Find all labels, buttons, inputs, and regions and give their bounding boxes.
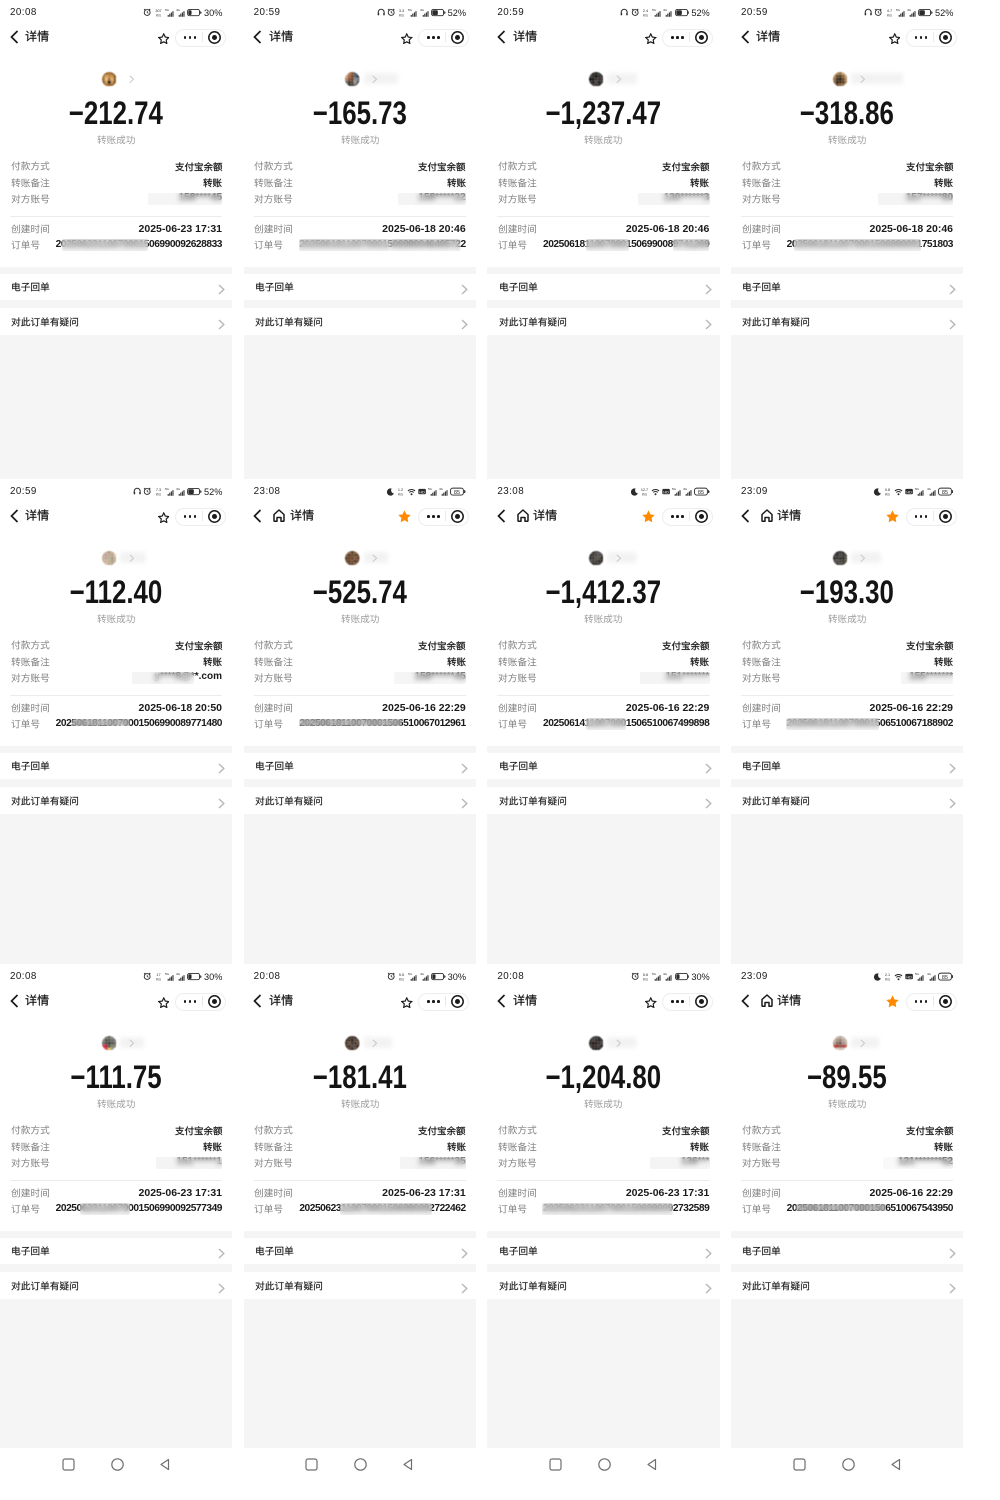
- svg-text:4G: 4G: [927, 972, 932, 976]
- svg-text:5G: 5G: [672, 487, 677, 491]
- svg-text:K/s: K/s: [400, 13, 405, 17]
- svg-text:4G: 4G: [683, 487, 688, 491]
- svg-text:4G: 4G: [176, 487, 181, 491]
- svg-text:5G: 5G: [915, 487, 920, 491]
- svg-text:K/s: K/s: [398, 492, 403, 496]
- svg-text:3.3: 3.3: [399, 9, 404, 13]
- svg-text:5G: 5G: [896, 8, 901, 12]
- svg-text:85: 85: [454, 490, 460, 496]
- svg-text:K/s: K/s: [885, 492, 890, 496]
- svg-text:5G: 5G: [408, 972, 413, 976]
- svg-text:K/s: K/s: [156, 492, 161, 496]
- svg-text:4G: 4G: [439, 487, 444, 491]
- svg-text:K/s: K/s: [156, 13, 161, 17]
- svg-text:85: 85: [942, 975, 948, 981]
- svg-text:K/s: K/s: [643, 13, 648, 17]
- svg-text:4G: 4G: [176, 972, 181, 976]
- svg-text:K/s: K/s: [643, 977, 648, 981]
- svg-text:7.3: 7.3: [156, 488, 161, 492]
- svg-text:5.6: 5.6: [643, 973, 648, 977]
- svg-text:2.4: 2.4: [643, 9, 648, 13]
- svg-text:K/s: K/s: [885, 977, 890, 981]
- svg-text:5G: 5G: [165, 487, 170, 491]
- svg-text:2.1: 2.1: [885, 973, 890, 977]
- svg-text:1.2: 1.2: [398, 488, 403, 492]
- svg-text:307: 307: [155, 9, 161, 13]
- svg-text:5G: 5G: [428, 487, 433, 491]
- svg-text:HD: HD: [663, 490, 669, 494]
- svg-text:5G: 5G: [408, 8, 413, 12]
- svg-text:12.7: 12.7: [640, 488, 647, 492]
- svg-text:K/s: K/s: [887, 13, 892, 17]
- svg-text:5G: 5G: [915, 972, 920, 976]
- svg-text:4G: 4G: [663, 8, 668, 12]
- svg-text:4.7: 4.7: [887, 9, 892, 13]
- svg-text:17: 17: [156, 973, 160, 977]
- svg-text:K/s: K/s: [642, 492, 647, 496]
- svg-text:4G: 4G: [176, 8, 181, 12]
- svg-text:5G: 5G: [165, 8, 170, 12]
- svg-text:K/s: K/s: [156, 977, 161, 981]
- svg-text:HD: HD: [907, 490, 913, 494]
- svg-text:K/s: K/s: [400, 977, 405, 981]
- svg-text:4G: 4G: [663, 972, 668, 976]
- svg-text:4G: 4G: [420, 8, 425, 12]
- svg-text:5G: 5G: [652, 972, 657, 976]
- svg-text:5G: 5G: [165, 972, 170, 976]
- svg-text:HD: HD: [419, 490, 425, 494]
- svg-text:85: 85: [942, 490, 948, 496]
- svg-text:4G: 4G: [420, 972, 425, 976]
- svg-text:4G: 4G: [927, 487, 932, 491]
- svg-text:0.8: 0.8: [885, 488, 890, 492]
- svg-text:5.5: 5.5: [399, 973, 404, 977]
- svg-text:85: 85: [698, 490, 704, 496]
- svg-text:HD: HD: [907, 975, 913, 979]
- svg-text:4G: 4G: [907, 8, 912, 12]
- svg-text:5G: 5G: [652, 8, 657, 12]
